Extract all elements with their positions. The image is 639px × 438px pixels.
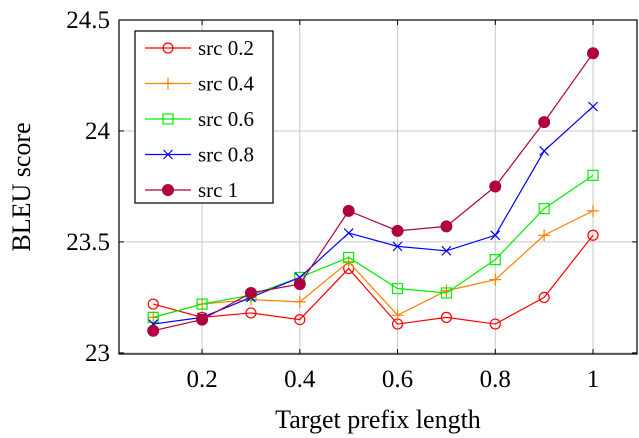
data-point xyxy=(490,230,501,241)
data-point xyxy=(587,169,599,181)
y-tick-label: 24 xyxy=(85,118,111,145)
legend-box xyxy=(134,30,274,204)
y-tick-label: 24.5 xyxy=(66,7,110,34)
series-5 xyxy=(147,47,600,337)
legend-label: src 0.8 xyxy=(198,143,254,167)
data-point xyxy=(196,313,209,326)
series-line xyxy=(153,234,594,325)
data-point xyxy=(489,273,502,286)
legend-marker xyxy=(162,42,174,54)
data-point xyxy=(587,229,599,241)
legend-marker xyxy=(162,77,174,90)
data-point xyxy=(147,298,159,310)
data-point xyxy=(342,204,355,217)
data-point xyxy=(538,291,550,304)
series-line xyxy=(153,210,594,318)
data-point xyxy=(147,311,160,324)
data-point xyxy=(391,224,404,237)
data-point xyxy=(391,282,404,295)
x-axis-title: Target prefix length xyxy=(275,405,481,434)
data-point xyxy=(588,101,598,112)
data-point xyxy=(587,47,600,60)
legend-marker xyxy=(162,184,174,196)
data-point xyxy=(294,314,306,326)
data-point xyxy=(538,203,550,215)
legend-label: src 0.6 xyxy=(198,107,254,131)
legend-label: src 0.4 xyxy=(198,72,254,96)
x-tick-label: 0.6 xyxy=(382,366,413,393)
data-point xyxy=(489,254,501,266)
data-point xyxy=(538,229,551,242)
data-point xyxy=(391,309,404,322)
data-point xyxy=(293,295,306,308)
data-point xyxy=(392,241,403,252)
data-point xyxy=(489,318,501,330)
data-point xyxy=(245,307,257,319)
x-tick-label: 0.4 xyxy=(284,366,316,393)
legend: src 0.2 src 0.4 src 0.6 src 0.8 src 1 xyxy=(134,30,274,204)
data-point xyxy=(441,245,452,256)
data-point xyxy=(293,278,306,291)
axis-ticks: 0.2 0.4 0.6 0.8 1 23 23.5 24 24.5 xyxy=(66,7,637,393)
legend-marker xyxy=(163,149,173,160)
data-point xyxy=(147,311,159,323)
legend-label: src 0.2 xyxy=(198,36,254,60)
series-line xyxy=(153,106,594,325)
legend-entry: src 0.6 xyxy=(145,107,254,131)
y-axis-title: BLEU score xyxy=(7,122,36,251)
data-point xyxy=(440,220,453,233)
data-point xyxy=(244,286,257,299)
legend-entry: src 0.2 xyxy=(145,36,254,60)
x-tick-label: 1 xyxy=(587,366,600,393)
data-point xyxy=(538,116,551,129)
legend-entry: src 1 xyxy=(145,178,238,202)
series-layer xyxy=(147,47,600,337)
legend-label: src 1 xyxy=(198,178,238,202)
data-point xyxy=(440,311,453,323)
series-4 xyxy=(148,101,598,329)
series-line xyxy=(153,52,594,332)
data-point xyxy=(343,251,355,264)
data-point xyxy=(196,298,208,310)
data-point xyxy=(489,180,502,193)
series-1 xyxy=(147,229,599,330)
legend-entry: src 0.4 xyxy=(145,72,254,96)
y-tick-label: 23.5 xyxy=(66,229,110,256)
legend-entry: src 0.8 xyxy=(145,143,254,167)
plot-frame xyxy=(118,19,638,355)
y-tick-label: 23 xyxy=(85,340,110,367)
series-line xyxy=(153,174,594,318)
data-point xyxy=(587,204,600,217)
data-point xyxy=(343,228,354,238)
data-point xyxy=(147,324,160,337)
data-point xyxy=(440,287,453,299)
x-tick-label: 0.2 xyxy=(186,366,217,393)
x-tick-label: 0.8 xyxy=(480,366,511,393)
data-point xyxy=(539,146,550,156)
legend-marker xyxy=(162,113,174,125)
